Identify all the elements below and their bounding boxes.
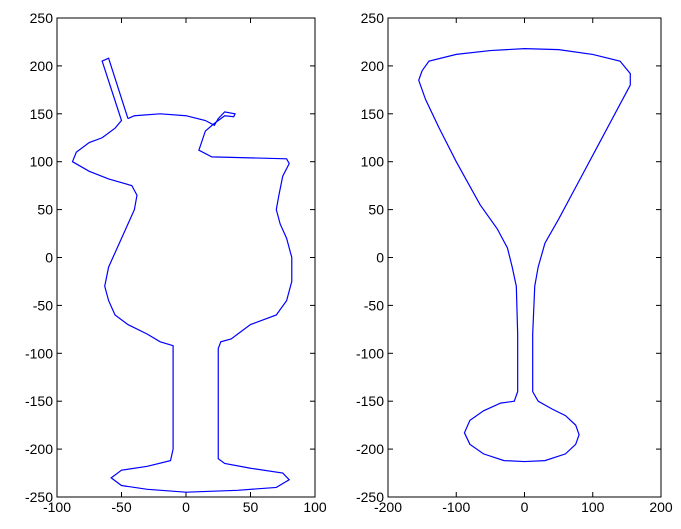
y-tick-label: -250 [25,489,53,505]
y-tick-label: 200 [30,58,54,74]
y-tick-label: 50 [37,202,53,218]
x-tick-label: 100 [581,499,605,515]
y-tick-label: 150 [30,106,54,122]
y-tick-label: 50 [368,202,384,218]
x-tick-label: 50 [243,499,259,515]
y-tick-label: -100 [25,345,53,361]
x-tick-label: 0 [182,499,190,515]
y-tick-label: -150 [356,393,384,409]
x-tick-label: 200 [649,499,673,515]
axes-box [56,17,316,498]
y-tick-label: 250 [361,10,385,26]
axes-box [387,17,662,498]
x-tick-label: -50 [111,499,131,515]
y-tick-label: 100 [361,154,385,170]
x-tick-label: -100 [43,499,71,515]
y-tick-label: 250 [30,10,54,26]
x-tick-label: 100 [303,499,327,515]
x-tick-label: -100 [442,499,470,515]
y-tick-label: 150 [361,106,385,122]
y-tick-label: -250 [356,489,384,505]
y-tick-label: -50 [364,297,384,313]
y-tick-label: -200 [356,441,384,457]
outline [71,57,293,493]
outline [418,48,631,463]
y-tick-label: 100 [30,154,54,170]
y-tick-label: -150 [25,393,53,409]
y-tick-label: 200 [361,58,385,74]
x-tick-label: -200 [374,499,402,515]
y-tick-label: 0 [45,250,53,266]
x-tick-label: 0 [521,499,529,515]
y-tick-label: 0 [376,250,384,266]
y-tick-label: -200 [25,441,53,457]
y-tick-label: -50 [33,297,53,313]
y-tick-label: -100 [356,345,384,361]
